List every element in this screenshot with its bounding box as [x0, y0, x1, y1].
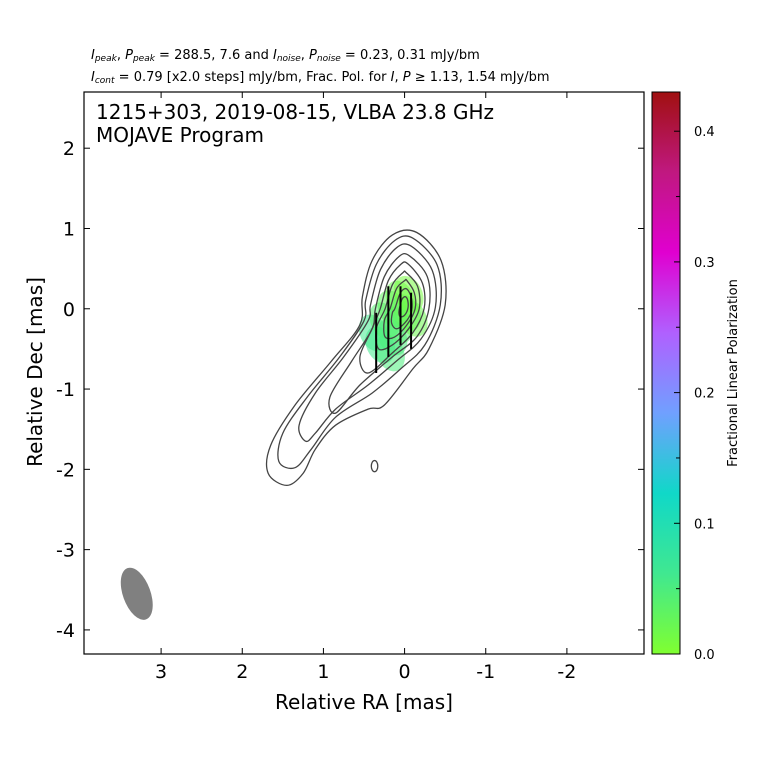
y-tick-label: -3	[56, 540, 75, 562]
x-tick-label: -2	[557, 661, 576, 683]
colorbar-tick-label: 0.1	[694, 517, 715, 532]
colorbar-tick-label: 0.2	[694, 387, 715, 402]
contour-island	[370, 459, 379, 473]
contour-line	[298, 243, 437, 443]
x-tick-label: 1	[317, 661, 329, 683]
axis-ticks: 3 2 1 0 -1 -2 2 1 0 -1 -2 -3 -4	[56, 92, 644, 683]
plot-title-line1: 1215+303, 2019-08-15, VLBA 23.8 GHz	[96, 100, 494, 124]
beam-layer	[120, 567, 153, 620]
contour-line	[398, 296, 409, 318]
contour-layer	[265, 229, 447, 487]
y-tick-label: -4	[56, 620, 75, 642]
colorbar-tick-label: 0.0	[694, 648, 715, 663]
header-contour-line: Icont = 0.79 [x2.0 steps] mJy/bm, Frac. …	[91, 70, 550, 86]
contour-line	[328, 252, 431, 414]
y-tick-label: 0	[63, 299, 75, 321]
colorbar-tick-label: 0.3	[694, 256, 715, 271]
plot-title-line2: MOJAVE Program	[96, 123, 264, 147]
plot-content	[120, 229, 447, 620]
x-tick-label: 0	[399, 661, 411, 683]
colorbar-tick-label: 0.4	[694, 125, 715, 140]
colorbar	[651, 91, 681, 655]
contour-line	[383, 278, 417, 340]
x-tick-label: 2	[236, 661, 248, 683]
plot-frame	[83, 91, 645, 655]
y-tick-label: 1	[63, 218, 75, 240]
header-noise-line: Ipeak, Ppeak = 288.5, 7.6 and Inoise, Pn…	[91, 48, 480, 64]
colorbar-ticks: 0.0 0.1 0.2 0.3 0.4	[674, 125, 715, 663]
y-axis-label: Relative Dec [mas]	[23, 277, 47, 467]
y-tick-label: -1	[56, 379, 75, 401]
contour-line	[265, 229, 447, 487]
evpa-layer	[375, 286, 413, 373]
y-tick-label: -2	[56, 459, 75, 481]
beam-ellipse	[120, 567, 153, 620]
y-tick-label: 2	[63, 138, 75, 160]
polarization-layer	[358, 275, 428, 372]
contour-line	[277, 235, 442, 470]
x-axis-label: Relative RA [mas]	[275, 690, 453, 714]
colorbar-label: Fractional Linear Polarization	[726, 279, 741, 467]
x-tick-label: 3	[155, 661, 167, 683]
contour-line	[359, 261, 426, 374]
x-tick-label: -1	[476, 661, 495, 683]
